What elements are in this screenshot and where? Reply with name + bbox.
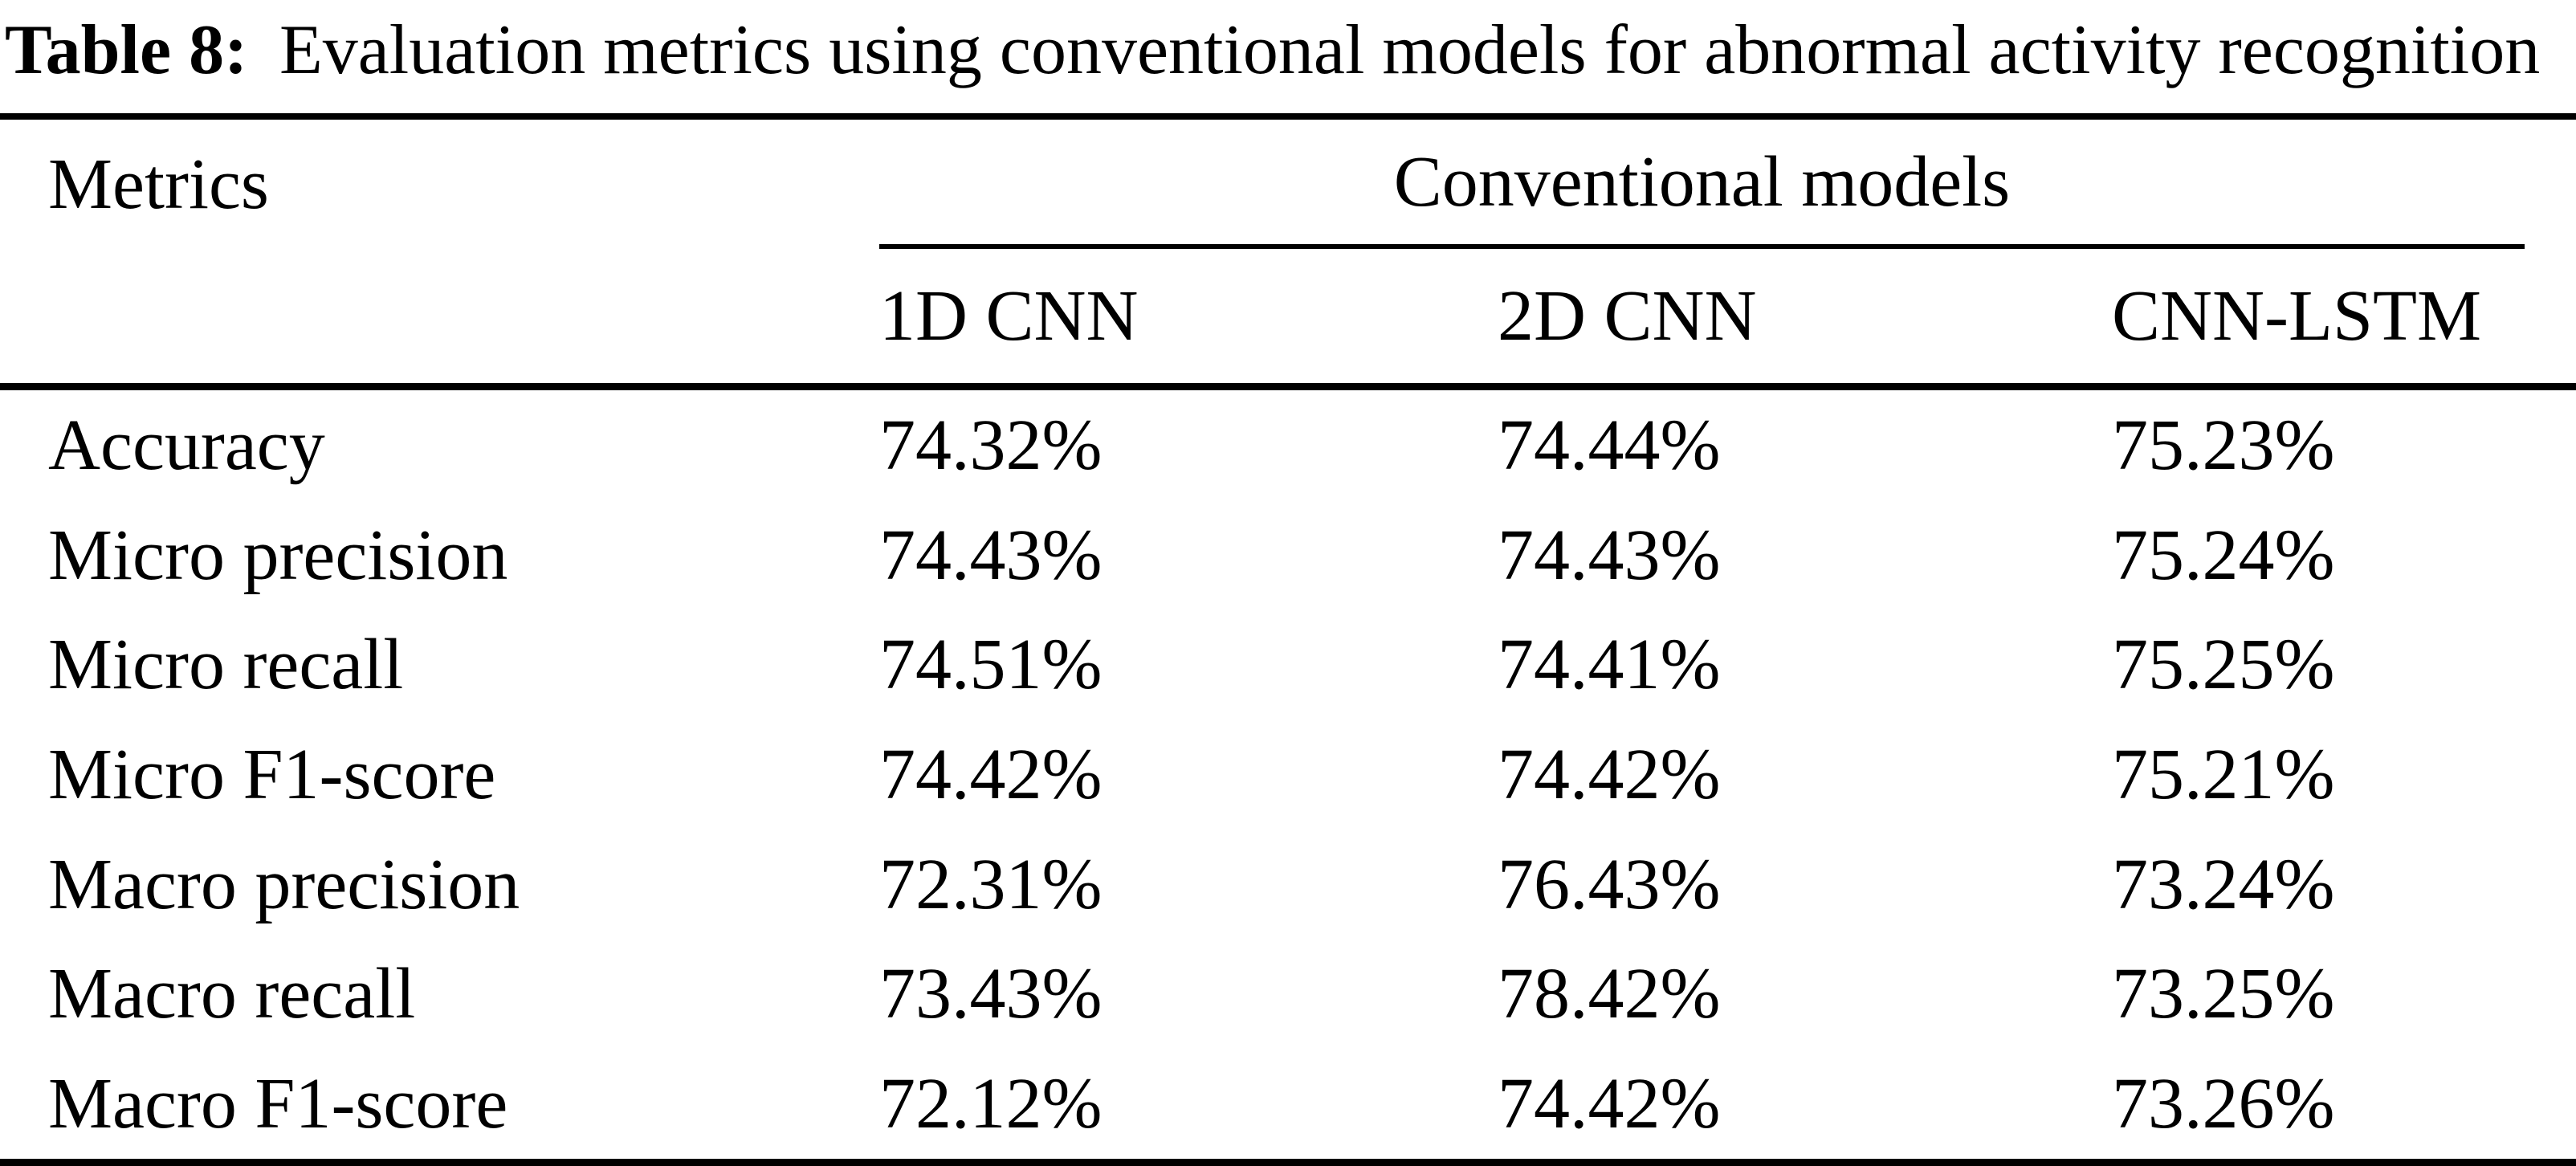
table-row: Macro F1-score 72.12% 74.42% 73.26% [0,1049,2576,1159]
header-row-columns: 1D CNN 2D CNN CNN-LSTM [0,249,2576,383]
metric-value: 72.31% [879,844,1103,924]
metric-value: 74.42% [879,734,1103,814]
metrics-header: Metrics [48,145,269,224]
table-row: Micro F1-score 74.42% 74.42% 75.21% [0,720,2576,830]
table-caption-label: Table 8: [5,11,248,89]
metric-value: 78.42% [1498,954,1721,1034]
metric-value: 74.42% [1498,1064,1721,1144]
metric-label: Micro recall [48,625,404,705]
metric-label: Macro recall [48,954,416,1034]
header-row-group: Metrics Conventional models [0,120,2576,249]
metric-label: Accuracy [48,405,325,485]
metric-label: Macro precision [48,844,520,924]
metric-value: 75.23% [2112,405,2335,485]
mid-rule [0,383,2576,390]
data-rows: Accuracy 74.32% 74.44% 75.23% Micro precisio… [0,390,2576,1159]
metric-value: 74.42% [1498,734,1721,814]
metric-value: 74.51% [879,625,1103,705]
metric-label: Micro F1-score [48,734,496,814]
table-row: Macro recall 73.43% 78.42% 73.25% [0,940,2576,1050]
metric-value: 75.25% [2112,625,2335,705]
group-header-rule: Conventional models [879,120,2525,249]
table-row: Micro recall 74.51% 74.41% 75.25% [0,610,2576,720]
column-header-cnn-lstm: CNN-LSTM [2112,276,2482,356]
table-caption-text: Evaluation metrics using conventional mo… [279,11,2541,89]
metric-value: 73.43% [879,954,1103,1034]
metric-value: 73.25% [2112,954,2335,1034]
metric-value: 74.41% [1498,625,1721,705]
table-row: Accuracy 74.32% 74.44% 75.23% [0,390,2576,500]
metric-value: 74.32% [879,405,1103,485]
metric-value: 74.44% [1498,405,1721,485]
metric-value: 73.24% [2112,844,2335,924]
table-row: Micro precision 74.43% 74.43% 75.24% [0,500,2576,610]
metric-value: 75.24% [2112,515,2335,595]
metric-value: 73.26% [2112,1064,2335,1144]
group-header-cell: Conventional models [879,120,2576,249]
top-rule [0,113,2576,120]
metric-label: Micro precision [48,515,508,595]
column-header-2d-cnn: 2D CNN [1498,276,1757,356]
metric-label: Macro F1-score [48,1064,508,1144]
table-caption: Table 8: Evaluation metrics using convent… [0,0,2576,113]
bottom-rule [0,1159,2576,1166]
column-header-1d-cnn: 1D CNN [879,276,1139,356]
group-header-label: Conventional models [1393,142,2011,222]
metric-value: 75.21% [2112,734,2335,814]
metric-value: 74.43% [1498,515,1721,595]
metric-value: 72.12% [879,1064,1103,1144]
metric-value: 74.43% [879,515,1103,595]
metric-value: 76.43% [1498,844,1721,924]
table-row: Macro precision 72.31% 76.43% 73.24% [0,830,2576,940]
